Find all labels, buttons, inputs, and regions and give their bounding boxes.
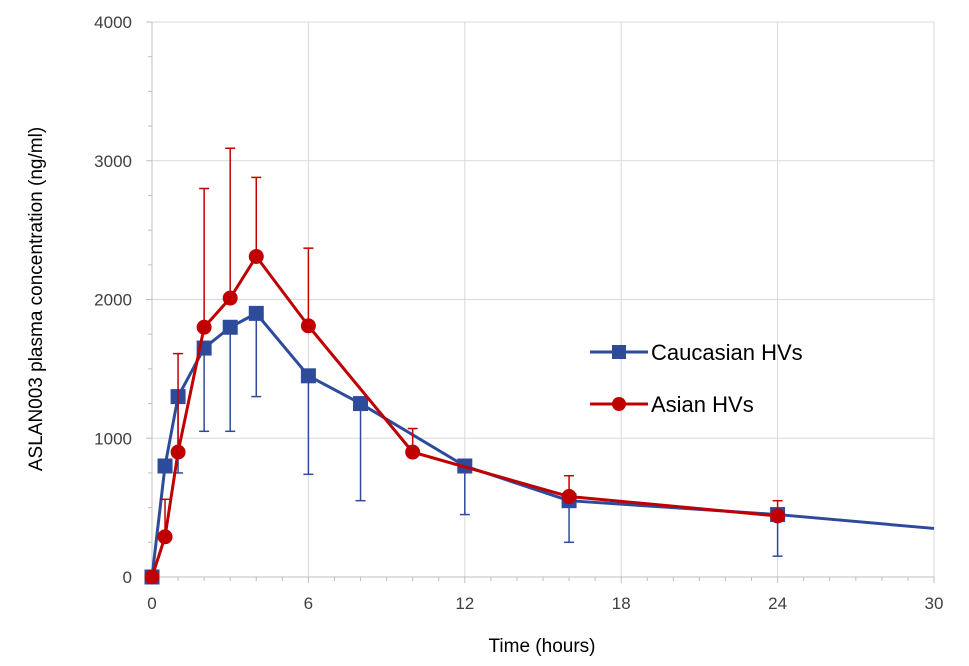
data-point-circle (405, 444, 421, 460)
legend-item: Caucasian HVs (590, 340, 803, 365)
x-tick-label: 6 (304, 594, 313, 613)
data-point-circle (248, 248, 264, 264)
data-point-circle (770, 508, 786, 524)
y-tick-label: 3000 (94, 152, 132, 171)
legend-label: Asian HVs (651, 392, 754, 417)
data-point-circle (561, 489, 577, 505)
series (144, 147, 935, 585)
data-point-square (222, 319, 238, 335)
data-point-square (300, 368, 316, 384)
data-point-square (248, 305, 264, 321)
data-point-square (353, 396, 369, 412)
series-line (150, 254, 778, 578)
data-point-square (157, 458, 173, 474)
legend-marker-square (612, 345, 626, 359)
x-tick-label: 12 (455, 594, 474, 613)
legend-marker-circle (612, 397, 626, 411)
data-point-circle (300, 318, 316, 334)
y-tick-label: 1000 (94, 429, 132, 448)
data-point-circle (196, 319, 212, 335)
y-tick-label: 0 (123, 568, 132, 587)
x-tick-label: 18 (612, 594, 631, 613)
x-axis-title: Time (hours) (489, 636, 596, 657)
legend-label: Caucasian HVs (651, 340, 803, 365)
grid (152, 21, 935, 577)
tick-labels: 0 6 12 18 24 30 0 1000 2000 3000 4000 (94, 13, 943, 613)
series-asian (144, 147, 786, 585)
legend-item: Asian HVs (590, 392, 754, 417)
series-caucasian (144, 305, 935, 585)
y-tick-label: 2000 (94, 291, 132, 310)
y-axis-title: ASLAN003 plasma concentration (ng/ml) (26, 127, 47, 471)
data-point-circle (157, 529, 173, 545)
data-point-circle (222, 290, 238, 306)
data-point-circle (144, 569, 160, 585)
data-point-circle (170, 444, 186, 460)
legend: Caucasian HVs Asian HVs (590, 340, 803, 417)
axes (146, 21, 935, 583)
series-line (150, 311, 935, 578)
x-tick-label: 0 (147, 594, 156, 613)
x-tick-label: 24 (768, 594, 787, 613)
y-tick-label: 4000 (94, 13, 132, 32)
x-tick-label: 30 (925, 594, 944, 613)
